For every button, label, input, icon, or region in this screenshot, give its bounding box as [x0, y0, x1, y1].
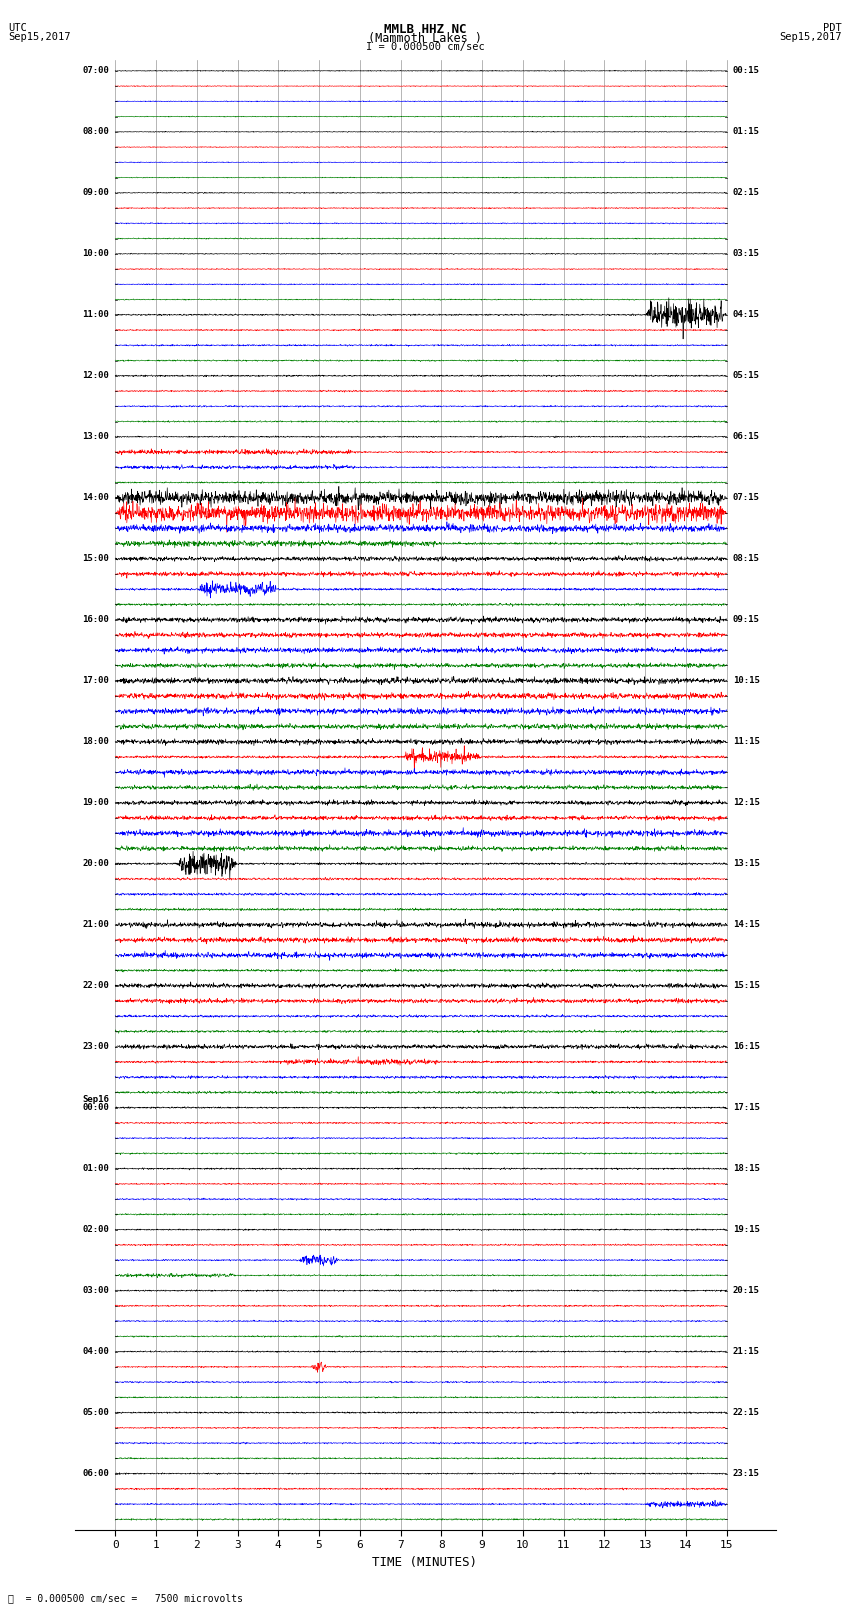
Text: 22:00: 22:00: [82, 981, 109, 990]
Text: 10:15: 10:15: [733, 676, 760, 686]
Text: 06:15: 06:15: [733, 432, 760, 442]
Text: 17:00: 17:00: [82, 676, 109, 686]
Text: MMLB HHZ NC: MMLB HHZ NC: [383, 23, 467, 35]
Text: 09:00: 09:00: [82, 189, 109, 197]
Text: UTC: UTC: [8, 23, 27, 32]
Text: 16:00: 16:00: [82, 615, 109, 624]
Text: 04:00: 04:00: [82, 1347, 109, 1357]
Text: 20:15: 20:15: [733, 1286, 760, 1295]
Text: 13:15: 13:15: [733, 860, 760, 868]
Text: 14:00: 14:00: [82, 494, 109, 502]
Text: 21:15: 21:15: [733, 1347, 760, 1357]
Text: 02:15: 02:15: [733, 189, 760, 197]
Text: Sep15,2017: Sep15,2017: [8, 32, 71, 42]
Text: Sep15,2017: Sep15,2017: [779, 32, 842, 42]
Text: 00:15: 00:15: [733, 66, 760, 76]
Text: 15:15: 15:15: [733, 981, 760, 990]
Text: 11:15: 11:15: [733, 737, 760, 747]
Text: 11:00: 11:00: [82, 310, 109, 319]
Text: 07:00: 07:00: [82, 66, 109, 76]
X-axis label: TIME (MINUTES): TIME (MINUTES): [372, 1557, 478, 1569]
Text: (Mammoth Lakes ): (Mammoth Lakes ): [368, 32, 482, 45]
Text: 01:00: 01:00: [82, 1165, 109, 1173]
Text: 08:15: 08:15: [733, 555, 760, 563]
Text: 12:00: 12:00: [82, 371, 109, 381]
Text: 09:15: 09:15: [733, 615, 760, 624]
Text: 05:15: 05:15: [733, 371, 760, 381]
Text: 17:15: 17:15: [733, 1103, 760, 1111]
Text: 19:00: 19:00: [82, 798, 109, 806]
Text: 02:00: 02:00: [82, 1226, 109, 1234]
Text: 21:00: 21:00: [82, 919, 109, 929]
Text: 18:00: 18:00: [82, 737, 109, 747]
Text: 14:15: 14:15: [733, 919, 760, 929]
Text: 12:15: 12:15: [733, 798, 760, 806]
Text: Sep16: Sep16: [82, 1095, 109, 1103]
Text: 18:15: 18:15: [733, 1165, 760, 1173]
Text: 05:00: 05:00: [82, 1408, 109, 1418]
Text: ⎯  = 0.000500 cm/sec =   7500 microvolts: ⎯ = 0.000500 cm/sec = 7500 microvolts: [8, 1594, 243, 1603]
Text: 16:15: 16:15: [733, 1042, 760, 1052]
Text: 15:00: 15:00: [82, 555, 109, 563]
Text: 19:15: 19:15: [733, 1226, 760, 1234]
Text: I = 0.000500 cm/sec: I = 0.000500 cm/sec: [366, 42, 484, 52]
Text: 23:15: 23:15: [733, 1469, 760, 1478]
Text: 13:00: 13:00: [82, 432, 109, 442]
Text: 08:00: 08:00: [82, 127, 109, 137]
Text: 23:00: 23:00: [82, 1042, 109, 1052]
Text: 06:00: 06:00: [82, 1469, 109, 1478]
Text: 03:00: 03:00: [82, 1286, 109, 1295]
Text: 07:15: 07:15: [733, 494, 760, 502]
Text: PDT: PDT: [823, 23, 842, 32]
Text: 04:15: 04:15: [733, 310, 760, 319]
Text: 03:15: 03:15: [733, 250, 760, 258]
Text: 22:15: 22:15: [733, 1408, 760, 1418]
Text: 01:15: 01:15: [733, 127, 760, 137]
Text: 00:00: 00:00: [82, 1103, 109, 1111]
Text: 20:00: 20:00: [82, 860, 109, 868]
Text: 10:00: 10:00: [82, 250, 109, 258]
